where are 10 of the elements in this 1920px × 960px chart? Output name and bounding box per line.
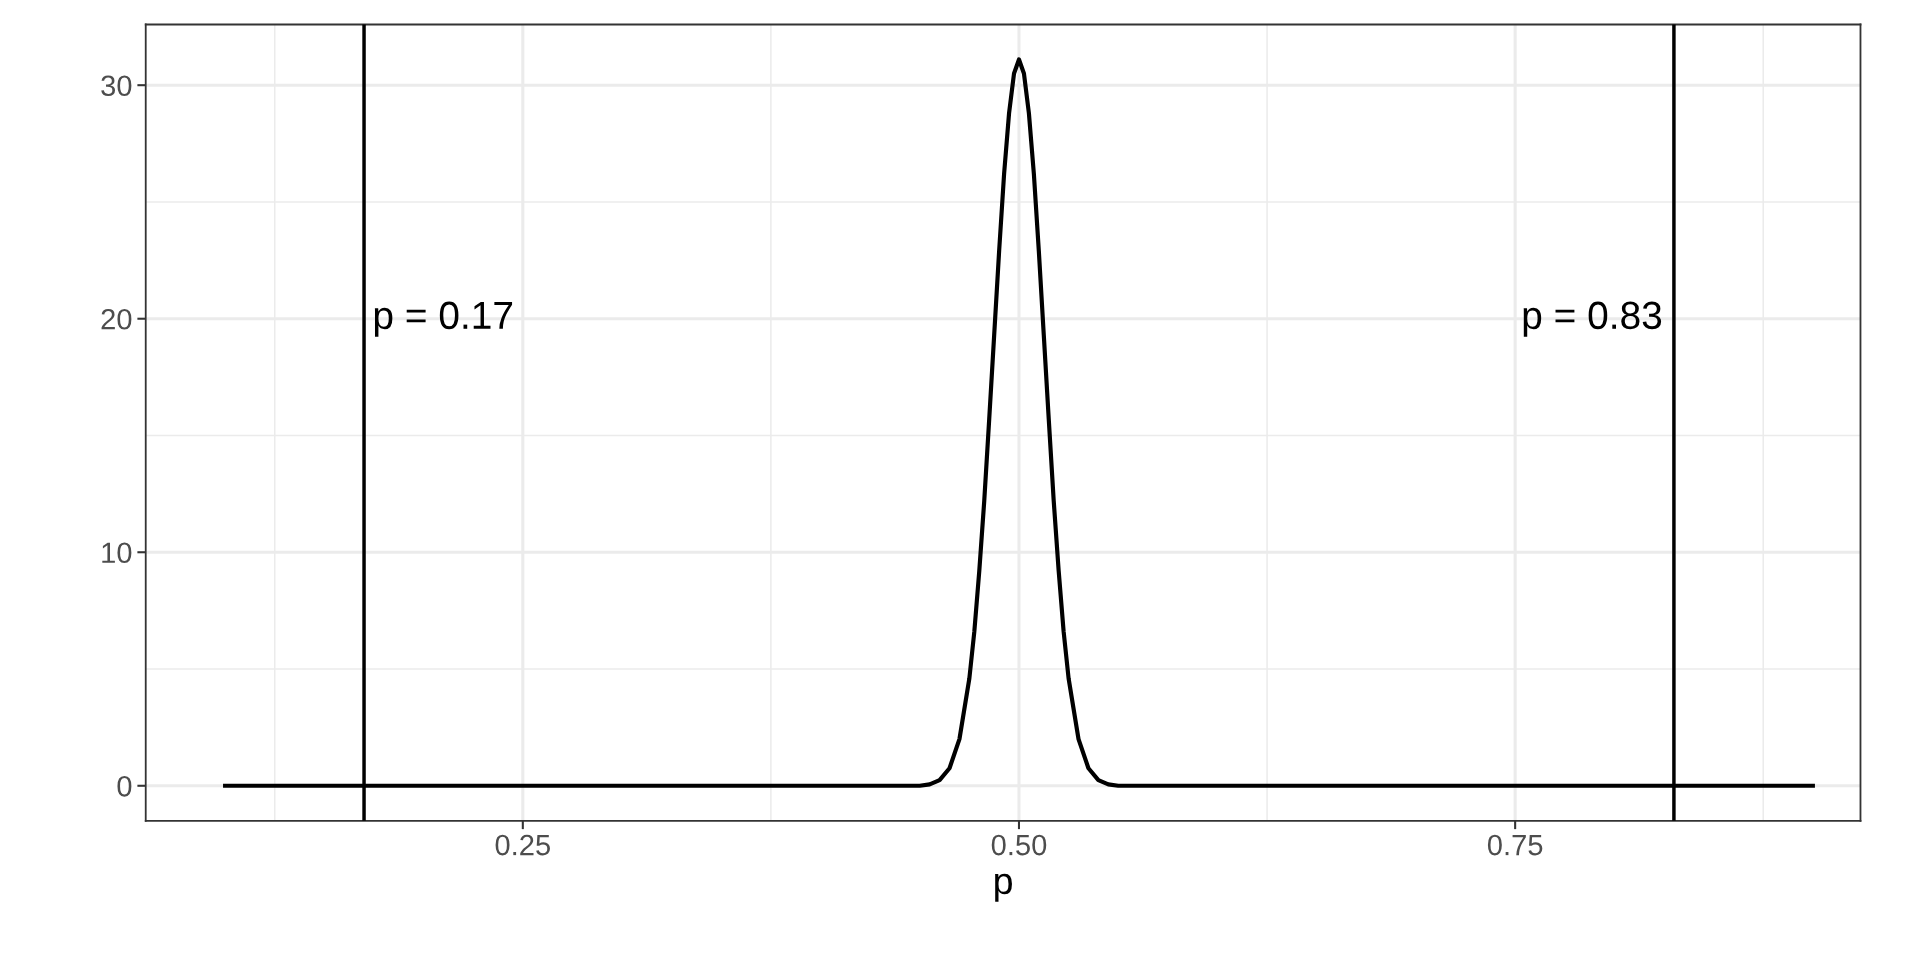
x-tick-label: 0.50: [991, 834, 1047, 856]
y-tick-label: 10: [102, 542, 132, 564]
x-tick-label: 0.75: [1487, 834, 1543, 856]
annotation: p = 0.17: [374, 301, 513, 337]
y-tick-label: 0: [117, 775, 132, 797]
x-axis-title: p: [995, 873, 1012, 902]
y-tick-label: 30: [101, 75, 132, 97]
annotation: p = 0.83: [1523, 301, 1662, 337]
x-tick-label: 0.25: [495, 834, 550, 856]
y-tick-label: 20: [101, 308, 132, 330]
